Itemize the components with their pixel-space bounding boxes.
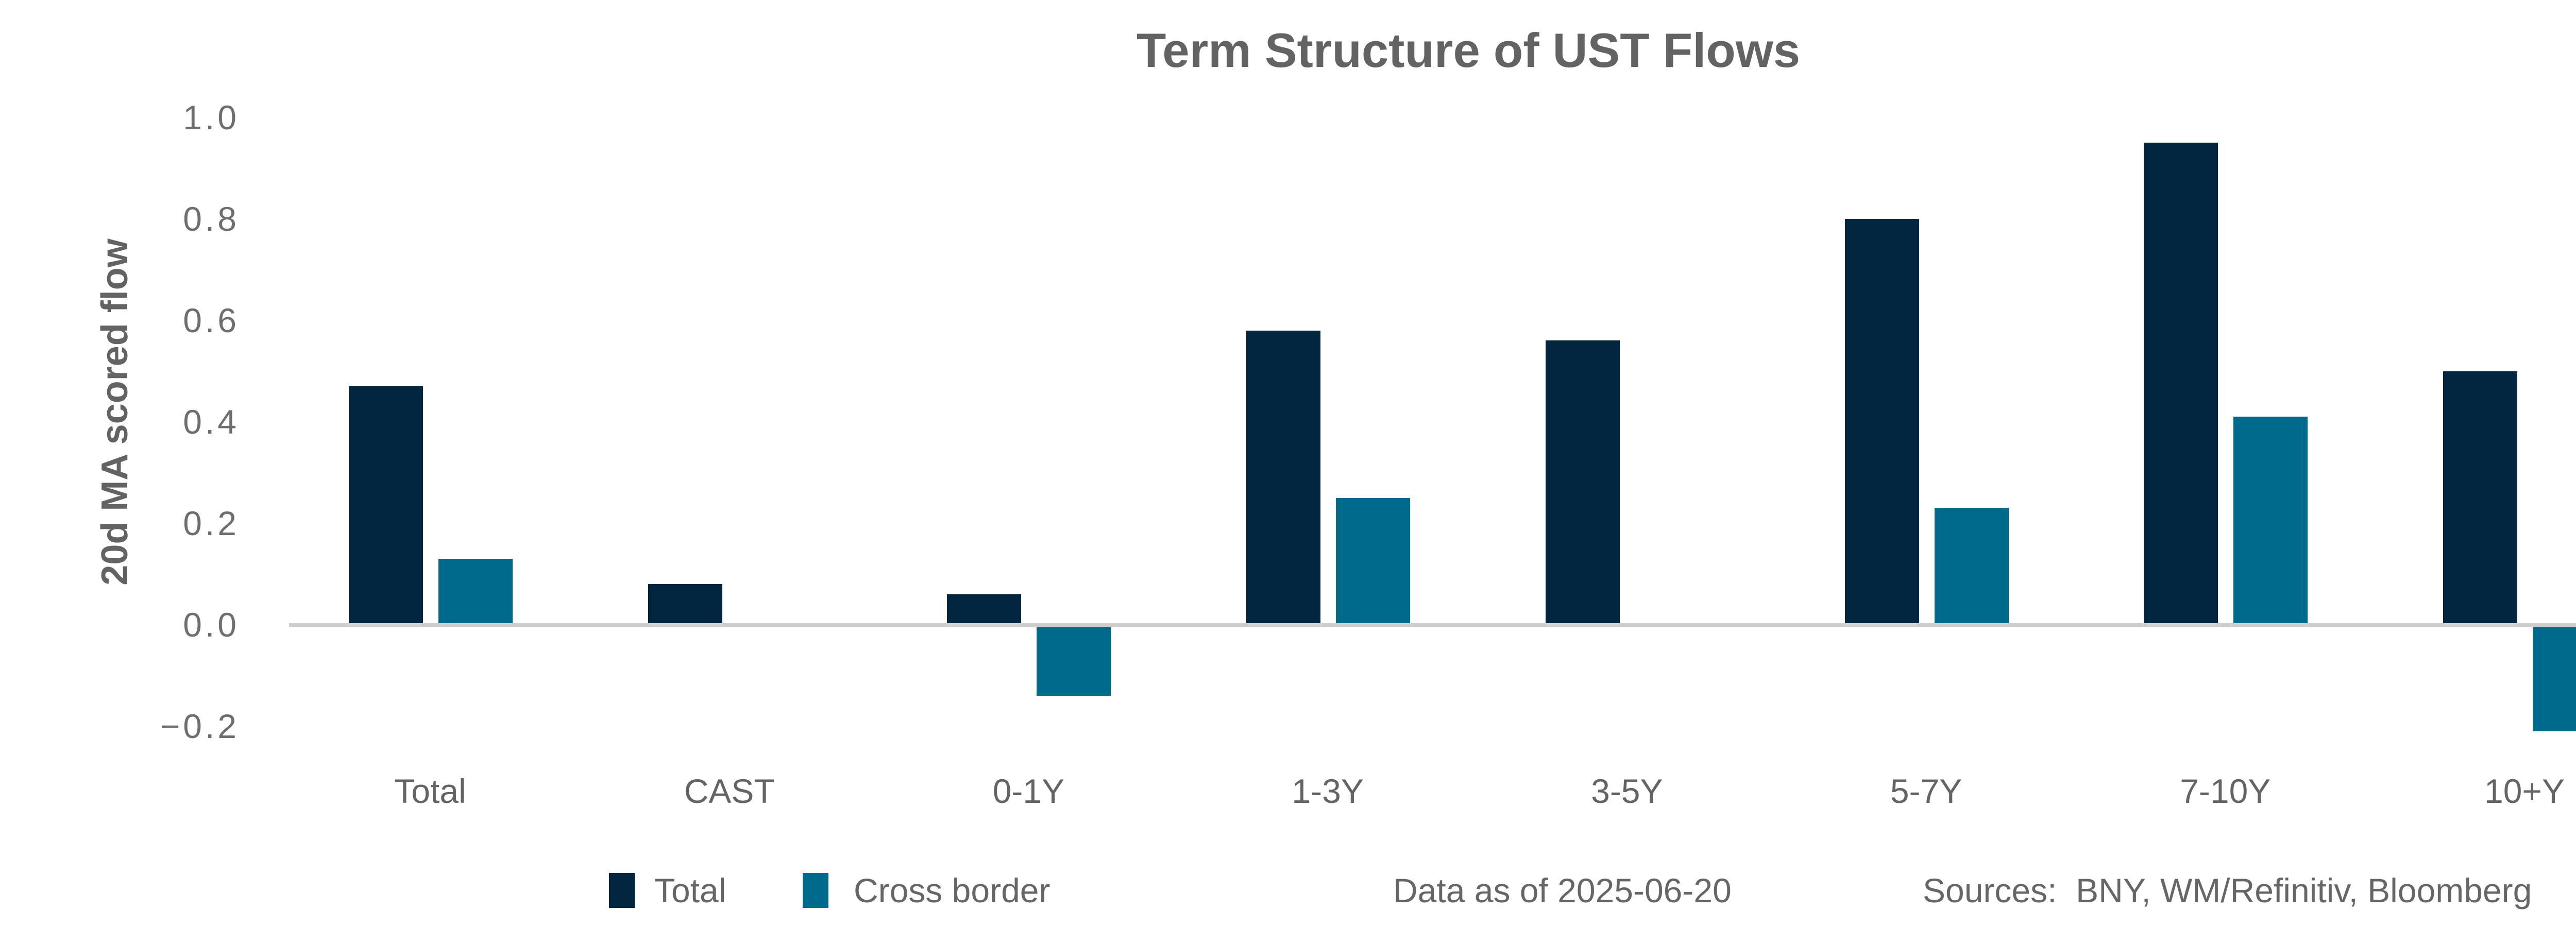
legend-label-cross-border: Cross border [854, 871, 1050, 909]
x-tick-label: 10+Y [2484, 772, 2565, 810]
x-tick-label: 7-10Y [2180, 772, 2271, 810]
bar-total-total [349, 386, 423, 623]
y-tick-label: 0.4 [183, 403, 240, 441]
y-tick-label: −0.2 [160, 707, 240, 745]
data-as-of-note: Data as of 2025-06-20 [1393, 871, 1732, 909]
bar-cross-border-7-10y [2233, 417, 2308, 623]
bar-total-5-7y [1844, 219, 1919, 623]
bar-cross-border-1-3y [1336, 497, 1411, 623]
legend-label-total: Total [654, 871, 726, 909]
bar-total-cast [648, 584, 722, 623]
bar-total-3-5y [1545, 340, 1620, 623]
y-tick-label: 0.0 [183, 606, 240, 644]
x-tick-label: 0-1Y [992, 772, 1065, 810]
y-tick-label: 0.8 [183, 200, 240, 238]
bar-cross-border-total [438, 558, 513, 623]
x-tick-label: 1-3Y [1292, 772, 1364, 810]
bar-cross-border-5-7y [1934, 508, 2009, 623]
bar-total-10+y [2443, 371, 2517, 623]
zero-baseline [289, 623, 2576, 627]
x-tick-label: 5-7Y [1890, 772, 1962, 810]
bar-cross-border-10+y [2532, 627, 2576, 731]
legend-swatch-total [609, 873, 635, 908]
x-tick-label: CAST [684, 772, 775, 810]
y-tick-label: 1.0 [183, 98, 240, 136]
sources-note: Sources: BNY, WM/Refinitiv, Bloomberg [1923, 871, 2532, 909]
bar-cross-border-0-1y [1037, 627, 1111, 696]
bar-total-0-1y [947, 594, 1022, 623]
bar-total-1-3y [1246, 330, 1321, 623]
y-tick-label: 0.2 [183, 504, 240, 542]
y-tick-label: 0.6 [183, 301, 240, 339]
bar-total-7-10y [2144, 143, 2218, 623]
legend-swatch-cross-border [803, 873, 828, 908]
chart-title: Term Structure of UST Flows [1136, 23, 1801, 77]
x-tick-label: 3-5Y [1591, 772, 1663, 810]
x-tick-label: Total [394, 772, 466, 810]
